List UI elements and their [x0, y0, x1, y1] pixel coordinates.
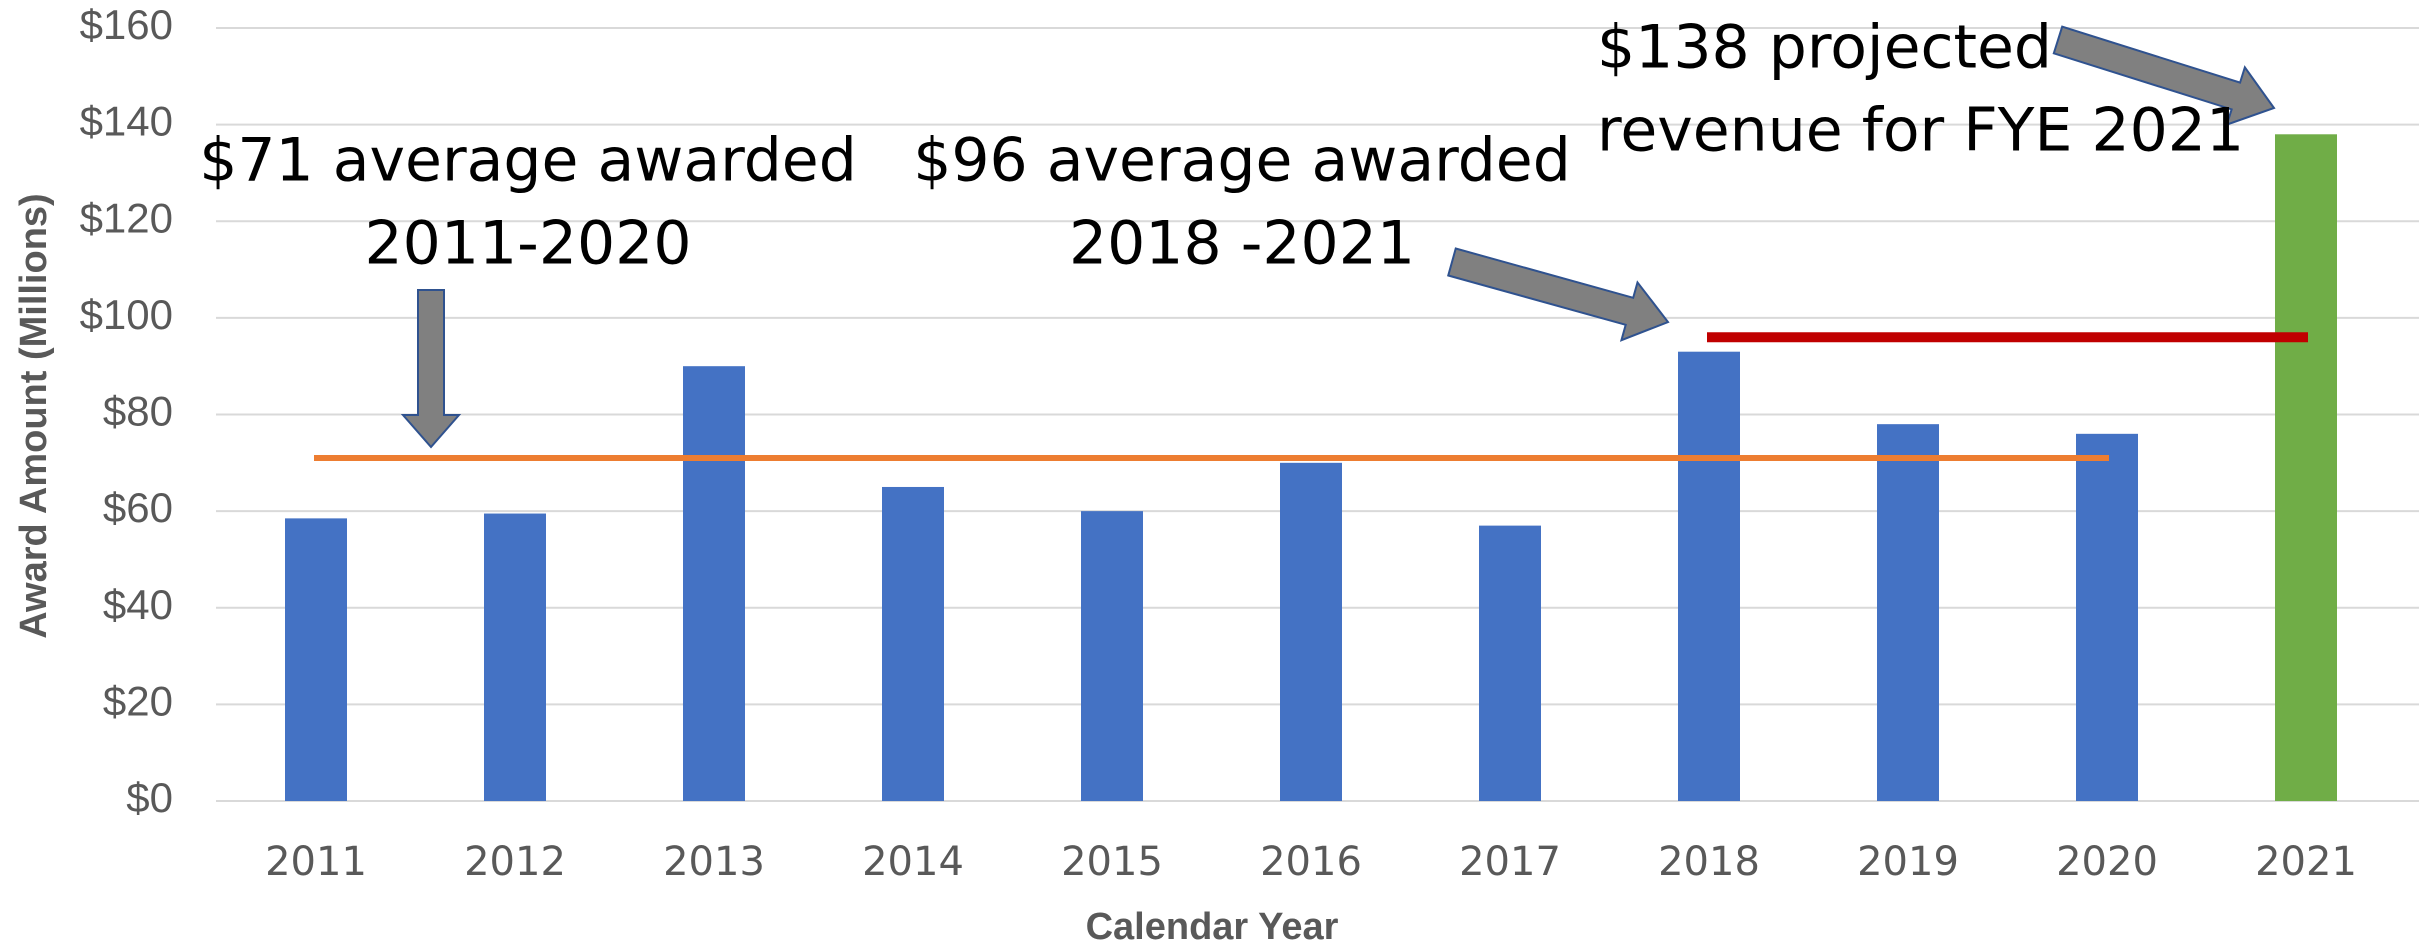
x-tick-label: 2013 — [663, 839, 765, 885]
annotation: 2018 -2021 — [1069, 209, 1415, 279]
y-axis-title: Award Amount (Millions) — [13, 193, 55, 638]
bar — [882, 486, 944, 801]
bar — [484, 513, 546, 801]
x-tick-label: 2017 — [1459, 839, 1561, 885]
arrow — [1447, 247, 1670, 342]
bar — [1877, 424, 1939, 801]
x-tick-label: 2019 — [1857, 839, 1959, 885]
bar — [285, 518, 347, 801]
bar — [1280, 462, 1342, 801]
x-tick-label: 2021 — [2255, 839, 2357, 885]
y-tick-label: $140 — [80, 98, 173, 145]
y-tick-label: $40 — [103, 581, 173, 628]
bar — [1479, 525, 1541, 801]
bar — [683, 366, 745, 801]
y-tick-label: $60 — [103, 484, 173, 531]
annotation: $96 average awarded — [913, 126, 1571, 196]
y-tick-label: $20 — [103, 677, 173, 724]
y-tick-label: $160 — [80, 1, 173, 48]
x-axis-title: Calendar Year — [1086, 906, 1339, 948]
annotation: 2011-2020 — [364, 209, 691, 279]
x-tick-label: 2011 — [265, 839, 367, 885]
bar — [1678, 351, 1740, 801]
x-tick-label: 2018 — [1658, 839, 1760, 885]
y-tick-label: $120 — [80, 194, 173, 241]
x-tick-label: 2014 — [862, 839, 964, 885]
x-tick-label: 2012 — [464, 839, 566, 885]
annotation: $71 average awarded — [199, 126, 857, 196]
annotation: $138 projected — [1597, 13, 2052, 83]
bar — [2275, 134, 2337, 802]
y-tick-label: $100 — [80, 291, 173, 338]
bar — [1081, 511, 1143, 801]
arrow — [400, 289, 462, 449]
arrow — [2052, 25, 2276, 127]
y-tick-label: $0 — [126, 774, 173, 821]
annotation: revenue for FYE 2021 — [1597, 96, 2244, 166]
x-tick-label: 2015 — [1061, 839, 1163, 885]
y-tick-label: $80 — [103, 388, 173, 435]
x-tick-label: 2020 — [2056, 839, 2158, 885]
bar — [2076, 433, 2138, 801]
x-tick-label: 2016 — [1260, 839, 1362, 885]
